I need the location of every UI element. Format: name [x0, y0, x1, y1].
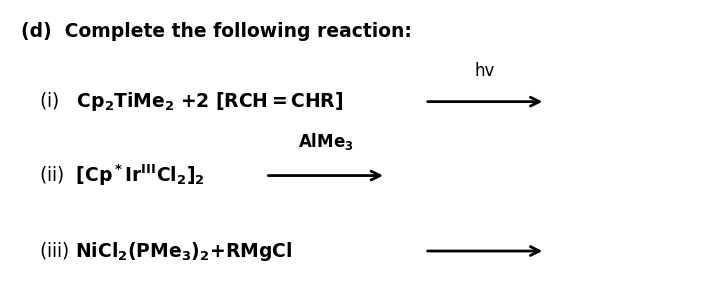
- Text: (i)   $\mathbf{Cp_2TiMe_2}$ $\mathbf{+2\ [RCH{=}CHR]}$: (i) $\mathbf{Cp_2TiMe_2}$ $\mathbf{+2\ […: [39, 90, 343, 113]
- Text: (ii)  $\mathbf{[Cp^*Ir^{III}Cl_2]_2}$: (ii) $\mathbf{[Cp^*Ir^{III}Cl_2]_2}$: [39, 163, 205, 188]
- Text: $\mathbf{AlMe_3}$: $\mathbf{AlMe_3}$: [298, 132, 353, 152]
- Text: (d)  Complete the following reaction:: (d) Complete the following reaction:: [21, 22, 412, 41]
- Text: (iii) $\mathbf{NiCl_2(PMe_3)_2{+}RMgCl}$: (iii) $\mathbf{NiCl_2(PMe_3)_2{+}RMgCl}$: [39, 240, 292, 262]
- Text: hv: hv: [475, 62, 495, 80]
